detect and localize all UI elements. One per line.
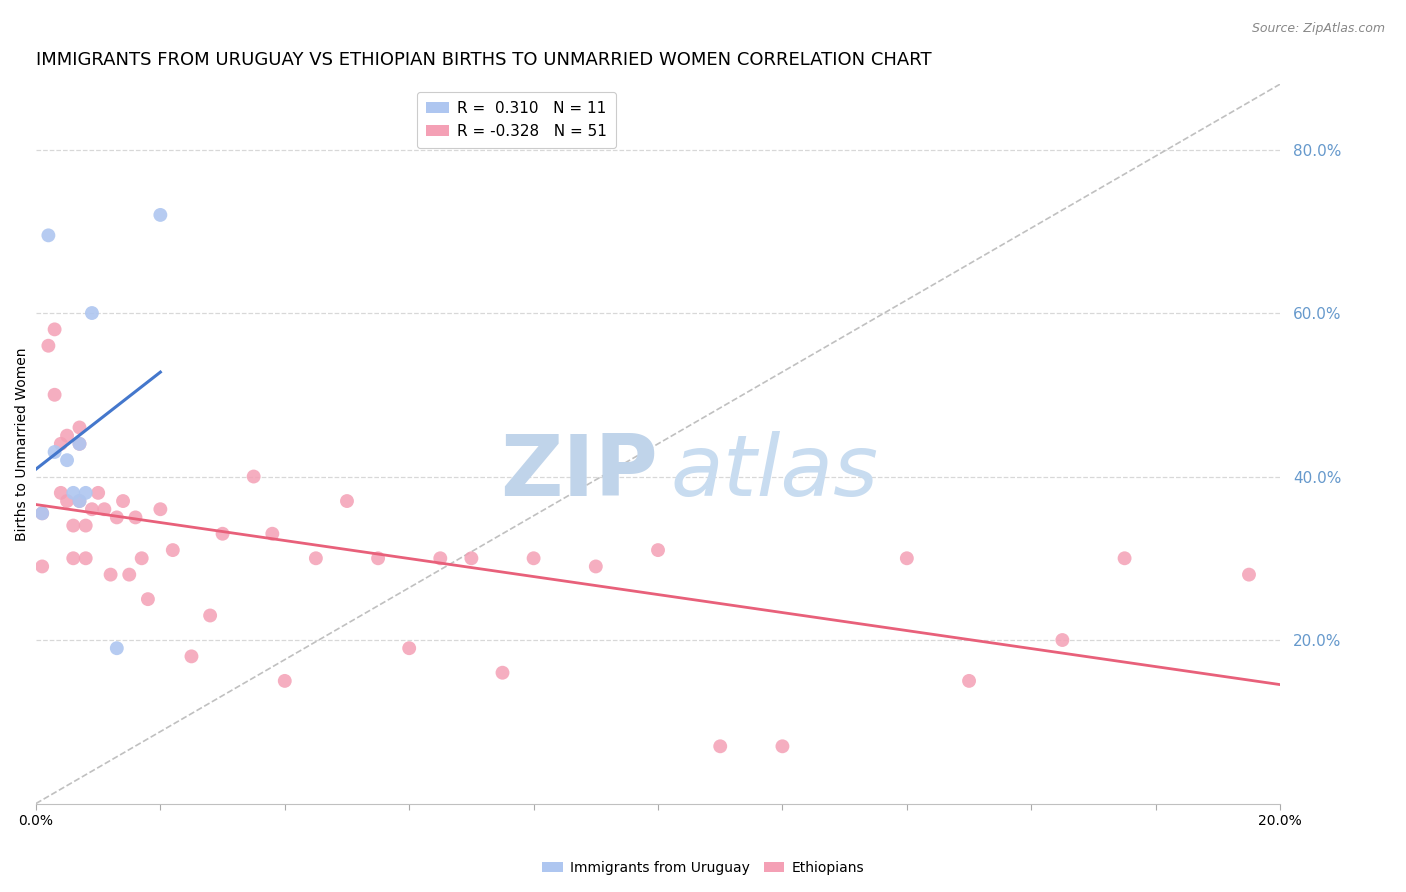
Point <box>1052 633 1074 648</box>
Point <box>523 551 546 566</box>
Point <box>198 608 221 623</box>
Point <box>460 551 482 566</box>
Y-axis label: Births to Unmarried Women: Births to Unmarried Women <box>15 347 30 541</box>
Point <box>75 486 97 500</box>
Point <box>69 494 91 508</box>
Point <box>585 559 607 574</box>
Point <box>305 551 328 566</box>
Point <box>336 494 359 508</box>
Point <box>367 551 389 566</box>
Point <box>69 437 91 451</box>
Point <box>31 559 53 574</box>
Point <box>896 551 918 566</box>
Point <box>770 739 793 754</box>
Point <box>211 526 233 541</box>
Point <box>709 739 731 754</box>
Point <box>56 494 79 508</box>
Point <box>69 494 91 508</box>
Point <box>80 306 103 320</box>
Point <box>75 551 97 566</box>
Point <box>37 339 59 353</box>
Point <box>31 506 53 520</box>
Point <box>37 228 59 243</box>
Point <box>131 551 153 566</box>
Point <box>105 510 128 524</box>
Point <box>56 453 79 467</box>
Point <box>118 567 141 582</box>
Point <box>149 502 172 516</box>
Text: Source: ZipAtlas.com: Source: ZipAtlas.com <box>1251 22 1385 36</box>
Point <box>62 551 84 566</box>
Point <box>100 567 122 582</box>
Point <box>112 494 135 508</box>
Legend: R =  0.310   N = 11, R = -0.328   N = 51: R = 0.310 N = 11, R = -0.328 N = 51 <box>416 92 616 148</box>
Point <box>31 506 53 520</box>
Text: IMMIGRANTS FROM URUGUAY VS ETHIOPIAN BIRTHS TO UNMARRIED WOMEN CORRELATION CHART: IMMIGRANTS FROM URUGUAY VS ETHIOPIAN BIR… <box>37 51 932 69</box>
Point <box>75 518 97 533</box>
Point <box>180 649 202 664</box>
Point <box>149 208 172 222</box>
Point <box>491 665 513 680</box>
Point <box>49 437 72 451</box>
Point <box>162 543 184 558</box>
Point <box>262 526 284 541</box>
Text: ZIP: ZIP <box>501 431 658 514</box>
Point <box>69 420 91 434</box>
Point <box>62 518 84 533</box>
Point <box>44 388 66 402</box>
Point <box>274 673 297 688</box>
Point <box>69 437 91 451</box>
Point <box>80 502 103 516</box>
Point <box>93 502 115 516</box>
Point <box>105 641 128 656</box>
Point <box>136 592 159 607</box>
Point <box>429 551 451 566</box>
Point <box>62 486 84 500</box>
Point <box>242 469 264 483</box>
Point <box>87 486 110 500</box>
Point <box>647 543 669 558</box>
Legend: Immigrants from Uruguay, Ethiopians: Immigrants from Uruguay, Ethiopians <box>537 855 869 880</box>
Point <box>56 428 79 442</box>
Point <box>1237 567 1260 582</box>
Point <box>1114 551 1136 566</box>
Point <box>49 486 72 500</box>
Point <box>44 322 66 336</box>
Point <box>398 641 420 656</box>
Text: atlas: atlas <box>671 431 879 514</box>
Point <box>124 510 146 524</box>
Point <box>957 673 980 688</box>
Point <box>44 445 66 459</box>
